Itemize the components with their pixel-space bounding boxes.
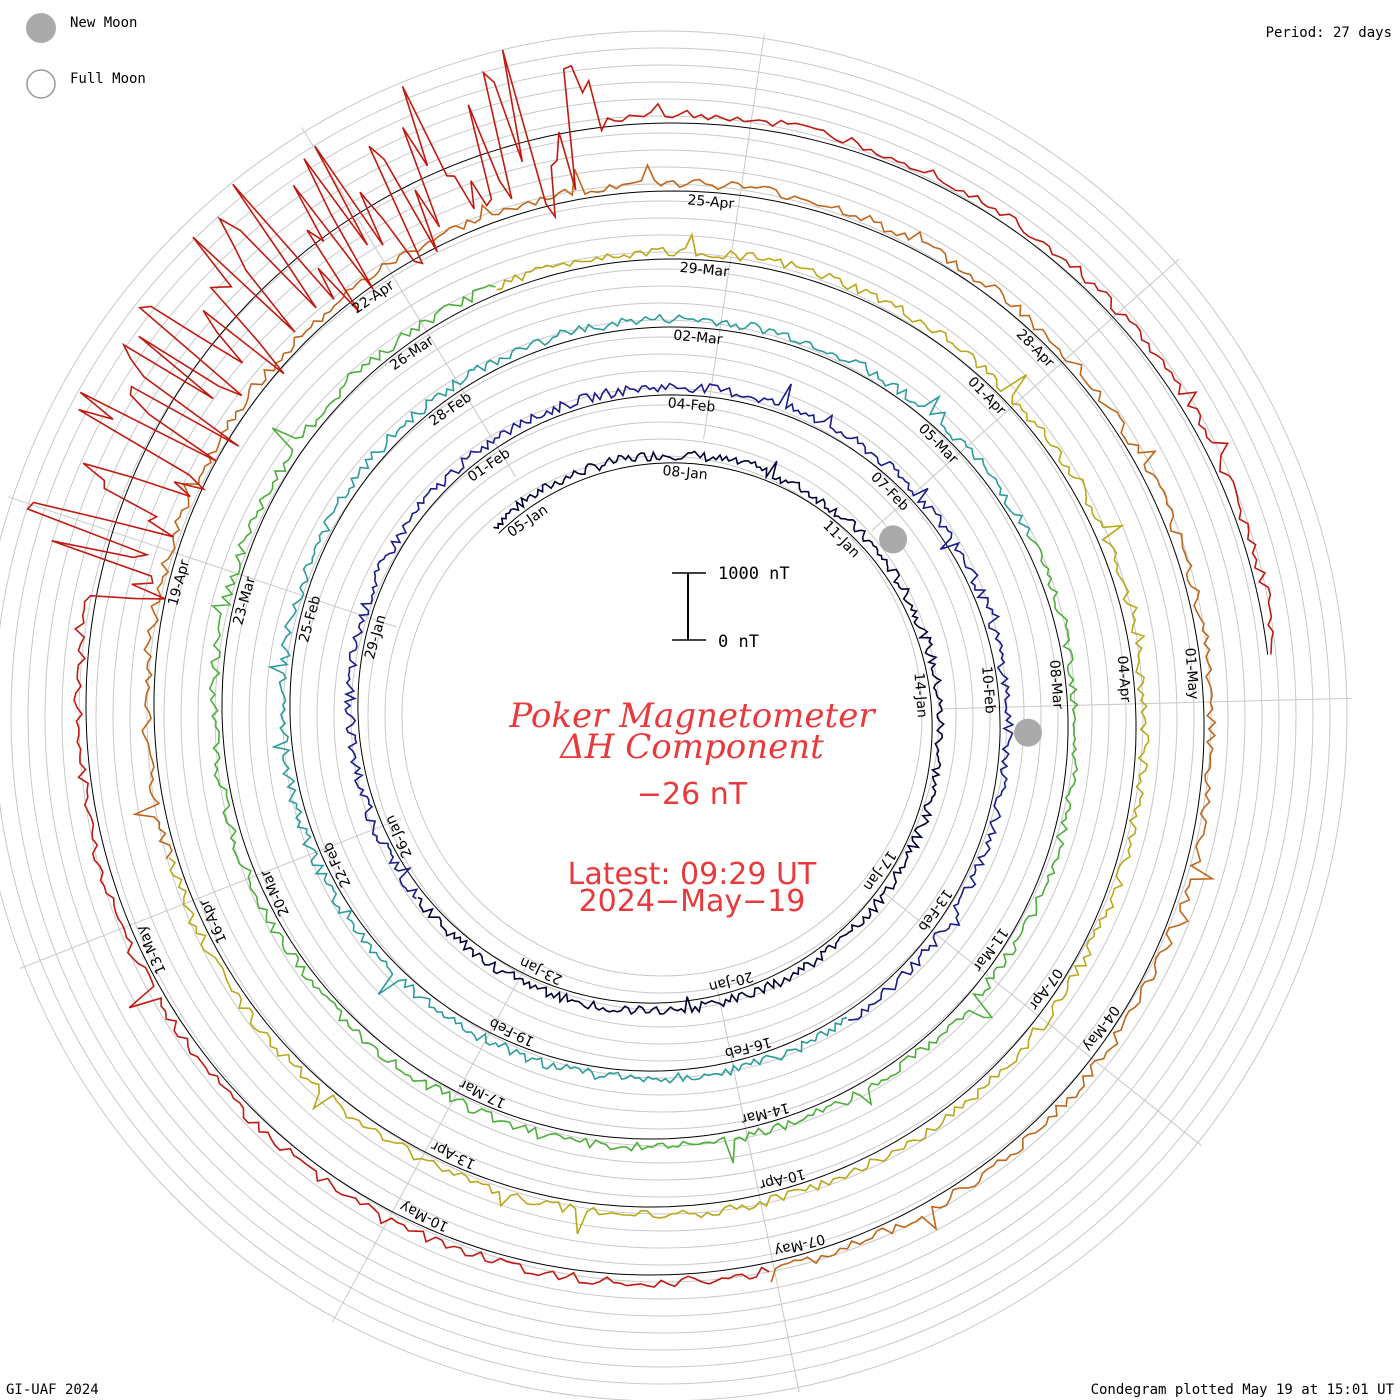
trace-segment — [208, 284, 1079, 1164]
grid-ring — [95, 149, 1229, 1283]
date-label: 11-Jan — [820, 518, 863, 561]
date-label: 17-Mar — [457, 1075, 509, 1111]
grid-spoke — [7, 496, 397, 628]
grid-ring — [146, 200, 1178, 1232]
date-label: 05-Mar — [915, 421, 961, 467]
new-moon-legend-label: New Moon — [70, 15, 137, 31]
grid-ring — [78, 132, 1246, 1300]
spiral-baseline — [85, 122, 1269, 1276]
date-label: 10-May — [397, 1198, 451, 1235]
scale-top-label: 1000 nT — [718, 564, 790, 584]
grid-ring — [367, 421, 957, 1011]
trace-segment — [343, 382, 1015, 1021]
trace-segment — [168, 231, 1150, 1235]
footer-plotted: Condegram plotted May 19 at 15:01 UT — [1091, 1382, 1395, 1398]
grid-ring — [44, 98, 1280, 1334]
grid-ring — [0, 47, 1331, 1385]
date-label: 13-May — [134, 923, 170, 977]
footer-credit: GI-UAF 2024 — [6, 1382, 99, 1398]
date-label: 07-Feb — [867, 469, 912, 514]
trace-segment — [417, 450, 945, 1016]
grid-ring — [27, 81, 1297, 1351]
latest-time: Latest: 09:29 UT — [568, 857, 817, 892]
latest-date: 2024−May−19 — [579, 884, 806, 919]
full-moon-legend-label: Full Moon — [70, 71, 146, 87]
magnetometer-trace — [26, 49, 1275, 1288]
grid-ring — [112, 166, 1212, 1266]
grid-spoke — [941, 697, 1352, 710]
date-label: 08-Mar — [1046, 659, 1066, 710]
grid-ring — [10, 64, 1314, 1368]
date-label: 20-Jan — [707, 968, 755, 995]
grid-ring — [231, 285, 1093, 1147]
chart-title-line1: Poker Magnetometer — [508, 696, 876, 736]
grid-ring — [282, 336, 1042, 1096]
grid-ring — [265, 319, 1059, 1113]
date-label: 23-Jan — [517, 953, 565, 987]
grid-spoke — [19, 818, 402, 969]
grid-spoke — [331, 961, 529, 1323]
date-label: 20-Mar — [258, 867, 293, 919]
new-moon-marker — [1014, 718, 1042, 747]
trace-segment — [26, 49, 1275, 1288]
grid-ring — [316, 370, 1008, 1062]
baseline-spiral — [85, 122, 1269, 1276]
date-label: 01-Apr — [964, 374, 1008, 419]
date-label: 16-Apr — [196, 896, 230, 945]
new-moon-icon — [26, 13, 56, 43]
period-label: Period: 27 days — [1266, 25, 1392, 41]
date-label: 10-Apr — [758, 1165, 808, 1192]
date-label: 17-Jan — [860, 847, 899, 893]
grid-ring — [61, 115, 1263, 1317]
full-moon-icon — [26, 69, 56, 99]
grid-spoke — [301, 127, 517, 478]
grid-ring — [197, 251, 1127, 1181]
grid-ring — [163, 217, 1161, 1215]
new-moon-marker — [879, 525, 908, 554]
date-label: 10-Feb — [978, 665, 998, 714]
grid-ring — [384, 438, 940, 994]
date-label: 26-Jan — [382, 812, 415, 860]
date-label: 25-Apr — [687, 192, 735, 212]
moon-markers — [879, 525, 1042, 747]
date-label: 28-Apr — [1013, 326, 1057, 371]
date-label: 04-Apr — [1114, 655, 1134, 703]
date-label: 08-Jan — [662, 463, 709, 483]
grid-spoke — [717, 990, 800, 1393]
date-label: 13-Apr — [429, 1137, 478, 1172]
grid-ring — [0, 30, 1348, 1400]
date-label: 04-Feb — [667, 395, 716, 415]
grid-ring — [299, 353, 1025, 1079]
date-label: 02-Mar — [673, 328, 724, 349]
date-label: 26-Mar — [387, 333, 437, 374]
current-value: −26 nT — [637, 777, 748, 812]
grid-spoke — [703, 33, 765, 440]
date-label: 01-May — [1181, 647, 1201, 700]
grid-ring — [214, 268, 1110, 1164]
date-label: 29-Mar — [679, 260, 730, 281]
trace-segment — [267, 313, 1031, 1084]
scale-bottom-label: 0 nT — [718, 632, 759, 652]
chart-title-line2: ΔH Component — [558, 727, 824, 767]
grid-spoke — [871, 258, 1180, 531]
scale-bar — [672, 572, 706, 641]
grid-ring — [333, 387, 991, 1045]
date-label: 14-Jan — [910, 672, 930, 718]
